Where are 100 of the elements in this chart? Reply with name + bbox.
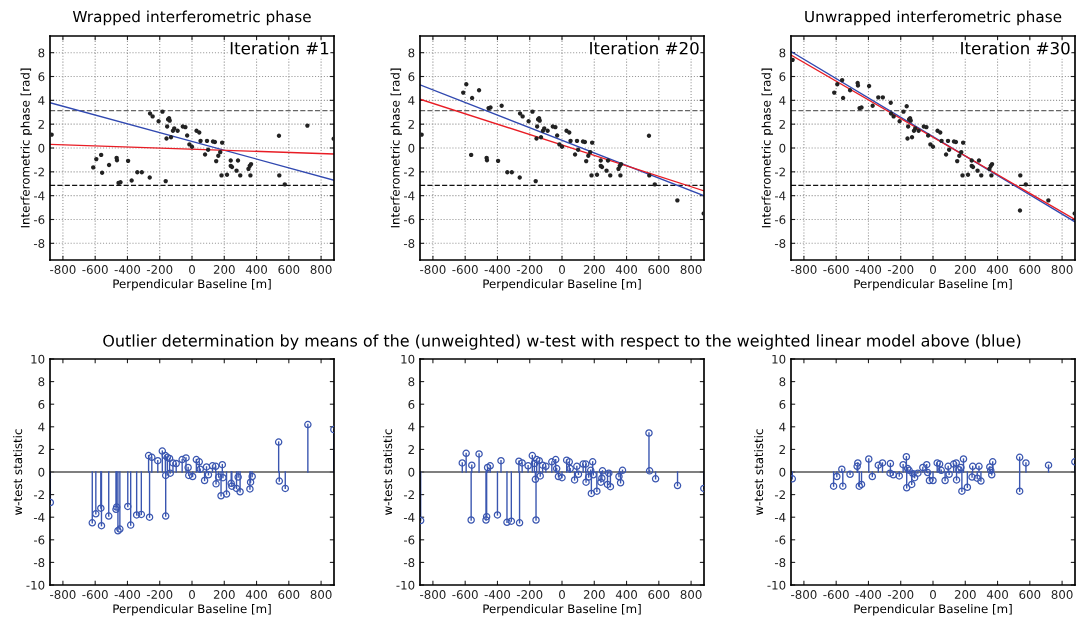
y-tick-label: 8	[38, 377, 45, 387]
y-tick-label: -4	[403, 191, 415, 201]
x-axis-title: Perpendicular Baseline [m]	[113, 604, 271, 616]
point	[217, 491, 225, 500]
point	[228, 482, 236, 490]
point	[923, 468, 932, 477]
point	[988, 458, 997, 466]
x-tick-label: 200	[213, 590, 235, 599]
x-tick-label: 600	[1019, 590, 1041, 599]
y-tick-label: -8	[403, 558, 415, 568]
y-tick-label: -4	[33, 513, 45, 522]
x-tick-label: 200	[954, 265, 976, 274]
x-tick-label: -200	[887, 590, 914, 599]
point	[933, 459, 941, 467]
x-tick-label: -400	[114, 590, 141, 599]
point	[246, 478, 255, 486]
point	[902, 452, 911, 461]
y-tick-label: -2	[774, 167, 785, 177]
x-tick-label: -400	[484, 265, 511, 274]
point	[222, 490, 231, 498]
x-tick-label: -600	[82, 590, 108, 599]
y-tick-label: 10	[401, 354, 415, 364]
y-tick-label: -6	[33, 535, 45, 545]
y-tick-label: -4	[33, 191, 45, 201]
x-tick-label: 600	[648, 590, 670, 599]
y-tick-label: -6	[33, 215, 45, 225]
x-tick-label: -200	[887, 265, 914, 274]
point	[132, 511, 141, 519]
point	[1044, 461, 1053, 469]
x-tick-label: -800	[420, 265, 446, 274]
point	[922, 460, 931, 469]
x-tick-label: 800	[1051, 590, 1073, 599]
x-tick-label: -400	[855, 265, 882, 274]
x-tick-label: -200	[516, 590, 543, 599]
y-axis-title: w-test statistic	[13, 429, 23, 515]
point	[846, 470, 854, 479]
y-tick-label: -2	[33, 167, 44, 177]
x-tick-label: -400	[855, 590, 882, 599]
x-axis-title: Perpendicular Baseline [m]	[854, 604, 1012, 616]
x-tick-label: 800	[1051, 265, 1073, 274]
point	[886, 469, 894, 477]
x-tick-label: -400	[484, 590, 511, 599]
point	[154, 456, 162, 465]
point	[838, 465, 846, 473]
y-tick-label: 2	[779, 445, 785, 454]
point	[112, 505, 120, 514]
x-tick-label: 0	[930, 265, 936, 274]
point	[246, 485, 254, 493]
point	[304, 420, 312, 429]
x-tick-label: 0	[930, 590, 936, 599]
point	[935, 460, 944, 468]
point	[169, 459, 177, 467]
y-axis-title: Interferometric phase [rad]	[390, 68, 402, 228]
point	[963, 483, 972, 492]
point	[227, 479, 235, 488]
point	[1022, 459, 1030, 467]
point	[124, 502, 132, 511]
y-tick-label: 2	[38, 445, 44, 454]
x-tick-label: -800	[420, 590, 446, 599]
point	[88, 519, 97, 527]
y-tick-label: -6	[774, 215, 786, 225]
point	[161, 512, 170, 520]
annotation: Iteration #1	[230, 41, 329, 55]
y-tick-label: 4	[38, 96, 45, 105]
y-tick-label: -2	[403, 490, 414, 500]
point	[937, 466, 945, 475]
x-tick-label: -600	[452, 590, 478, 599]
x-axis-title: Perpendicular Baseline [m]	[483, 279, 641, 291]
point	[97, 504, 105, 512]
x-tick-label: -600	[823, 265, 849, 274]
y-tick-label: 0	[779, 467, 786, 477]
point	[218, 460, 227, 469]
point	[182, 454, 190, 462]
y-tick-label: -10	[26, 580, 45, 590]
y-tick-label: 6	[779, 72, 786, 82]
x-tick-label: -600	[452, 265, 478, 274]
point	[281, 484, 290, 493]
point	[987, 471, 996, 479]
x-tick-label: 0	[559, 590, 565, 599]
x-tick-label: -200	[146, 590, 173, 599]
x-tick-label: 800	[680, 590, 702, 599]
point	[192, 455, 201, 464]
x-tick-label: -400	[114, 265, 141, 274]
point	[144, 451, 153, 460]
point	[166, 469, 174, 477]
y-tick-label: -10	[767, 580, 786, 590]
point	[274, 438, 283, 446]
point	[952, 476, 961, 484]
y-axis-title: w-test statistic	[754, 429, 764, 515]
chart-title: Unwrapped interferometric phase	[805, 10, 1062, 26]
annotation: Iteration #30	[961, 41, 1070, 55]
x-tick-label: 200	[583, 265, 605, 274]
point	[178, 455, 186, 464]
point	[791, 475, 797, 483]
point	[952, 459, 960, 467]
y-tick-label: 4	[38, 422, 45, 432]
y-tick-label: 8	[779, 48, 786, 58]
x-tick-label: 400	[245, 265, 268, 274]
x-tick-label: -800	[791, 590, 817, 599]
point	[949, 460, 958, 468]
